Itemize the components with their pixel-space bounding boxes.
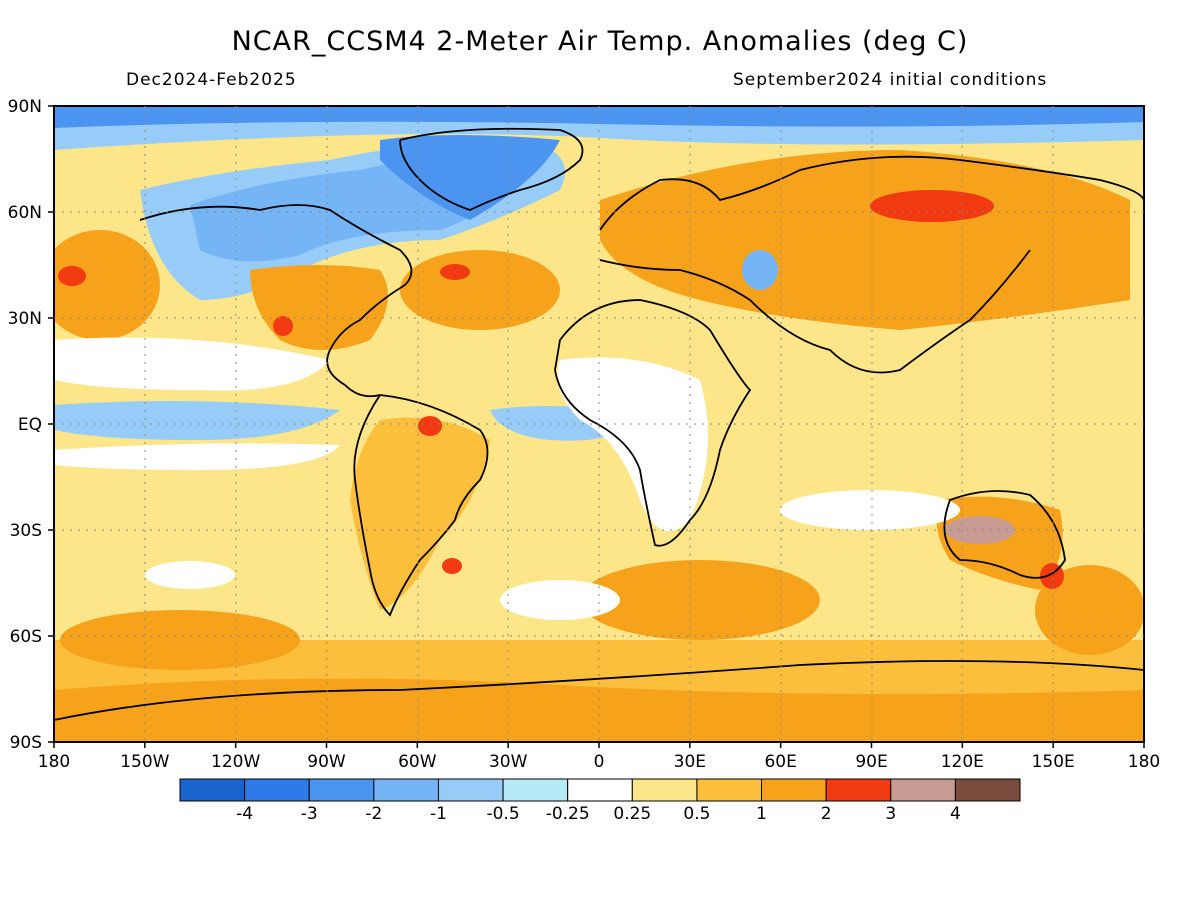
lon-tick-label: 150E [1032,752,1075,772]
lon-tick-label: 150W [120,752,169,772]
lat-tick-label: 90S [10,733,42,753]
colorbar-label: -2 [365,804,382,824]
colorbar-swatch [631,778,698,802]
colorbar-swatch [437,778,504,802]
colorbar-swatch [696,778,763,802]
colorbar-swatch [954,778,1021,802]
south-indian-warm [580,560,820,640]
graticule [54,106,1144,742]
forecast-period: Dec2024-Feb2025 [126,70,297,90]
colorbar: -4 -3 -2 -1 -0.5 -0.25 0.25 0.5 1 2 3 4 [179,778,1021,824]
colorbar-label: -0.5 [486,804,519,824]
coastlines [54,127,1144,721]
lon-tick-label: 90W [307,752,346,772]
colorbar-swatch [244,778,310,802]
map-title: NCAR_CCSM4 2-Meter Air Temp. Anomalies (… [231,26,969,57]
greenland-coast [399,127,584,211]
siberia-hot-spot [870,190,994,222]
colorbar-label: 0.5 [683,804,710,824]
eurasia-north-coast [599,155,1144,231]
lat-tick-label: 60N [8,203,42,223]
south-america-warm [350,417,490,610]
south-pacific-neutral [145,561,235,589]
mexico-hot-spot [273,316,293,336]
argentina-hot-spot [442,558,462,574]
north-pacific-hot-spot [58,266,86,286]
lon-tick-label: 120W [211,752,260,772]
subtropical-pacific-neutral [54,337,330,391]
eurasia-south-coast [599,249,1031,374]
lon-tick-label: 180 [38,752,70,772]
colorbar-swatch [761,778,827,802]
tropical-pacific-neutral [54,443,340,470]
lon-tick-label: 120E [941,752,984,772]
colorbar-label: 1 [756,804,767,824]
north-atlantic-hot-spot [440,264,470,280]
africa-coast [554,299,752,547]
anomaly-field [54,106,1144,742]
latitude-axis: 90N 60N 30N EQ 30S 60S 90S [8,97,54,753]
lon-tick-label: 0 [594,752,605,772]
lat-tick-label: 90N [8,97,42,117]
colorbar-label: 4 [950,804,961,824]
colorbar-swatch [825,778,892,802]
colorbar-swatch [890,778,956,802]
lon-tick-label: 180 [1128,752,1160,772]
initial-conditions: September2024 initial conditions [733,70,1048,90]
lat-tick-label: 60S [10,627,42,647]
north-atlantic-warm [400,250,560,330]
colorbar-label: -0.25 [546,804,590,824]
south-atlantic-neutral [500,580,620,620]
greenland-cold [380,135,560,220]
north-america-coast [139,204,413,398]
colorbar-swatch [502,778,569,802]
lon-tick-label: 90E [855,752,887,772]
lon-tick-label: 30W [489,752,528,772]
colorbar-label: -3 [301,804,318,824]
south-america-coast [353,394,489,617]
africa-neutral [557,357,708,532]
lat-tick-label: 30S [10,521,42,541]
colorbar-label: 0.25 [613,804,651,824]
tasman-warm [1035,565,1144,655]
colorbar-swatch [179,778,246,802]
south-pacific-warm [60,610,300,670]
colorbar-label: -4 [236,804,253,824]
lon-tick-label: 30E [674,752,706,772]
colorbar-label: 3 [885,804,896,824]
equatorial-pacific-cool [54,401,340,440]
lon-tick-label: 60E [764,752,796,772]
amazon-hot-spot [418,416,442,436]
colorbar-swatch [567,778,633,802]
north-pacific-warm [54,230,160,340]
lon-tick-label: 60W [398,752,437,772]
eurasia-warm [600,150,1130,330]
indian-ocean-neutral [780,490,960,530]
antarctica-warm [54,678,1144,742]
colorbar-label: -1 [430,804,447,824]
arctic-ocean-cool [54,121,1144,150]
lat-tick-label: 30N [8,309,42,329]
colorbar-label: 2 [821,804,832,824]
lat-tick-label: EQ [18,415,42,435]
colorbar-swatch [308,778,375,802]
antarctica-coast [54,660,1144,721]
colorbar-swatch [373,778,439,802]
longitude-axis: 180 150W 120W 90W 60W 30W 0 30E 60E 90E 120E 150E 18… [38,742,1160,772]
caspian-cold [742,250,778,290]
australia-coast [943,490,1066,579]
australia-strong-warm [945,516,1015,544]
